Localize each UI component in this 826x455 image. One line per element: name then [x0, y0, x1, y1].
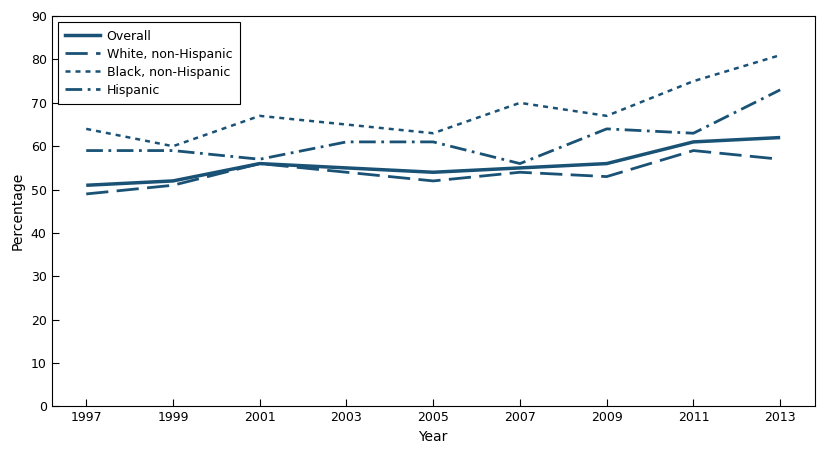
- White, non-Hispanic: [168, 182, 178, 188]
- Hispanic: [602, 126, 612, 131]
- Black, non-Hispanic: [689, 78, 699, 84]
- White, non-Hispanic: [602, 174, 612, 179]
- Black, non-Hispanic: [81, 126, 91, 131]
- Line: White, non-Hispanic: White, non-Hispanic: [86, 151, 781, 194]
- X-axis label: Year: Year: [419, 430, 448, 444]
- Black, non-Hispanic: [168, 143, 178, 149]
- Hispanic: [341, 139, 351, 145]
- Black, non-Hispanic: [515, 100, 525, 106]
- Line: Black, non-Hispanic: Black, non-Hispanic: [86, 55, 781, 146]
- Overall: [81, 182, 91, 188]
- Hispanic: [168, 148, 178, 153]
- White, non-Hispanic: [81, 191, 91, 197]
- White, non-Hispanic: [776, 157, 786, 162]
- White, non-Hispanic: [689, 148, 699, 153]
- Overall: [602, 161, 612, 167]
- White, non-Hispanic: [254, 161, 264, 167]
- Overall: [428, 170, 438, 175]
- Overall: [776, 135, 786, 140]
- White, non-Hispanic: [341, 170, 351, 175]
- Black, non-Hispanic: [341, 122, 351, 127]
- Line: Hispanic: Hispanic: [86, 90, 781, 164]
- Hispanic: [428, 139, 438, 145]
- Overall: [341, 165, 351, 171]
- White, non-Hispanic: [428, 178, 438, 184]
- Y-axis label: Percentage: Percentage: [11, 172, 25, 250]
- Legend: Overall, White, non-Hispanic, Black, non-Hispanic, Hispanic: Overall, White, non-Hispanic, Black, non…: [58, 22, 240, 104]
- Hispanic: [776, 87, 786, 92]
- Hispanic: [515, 161, 525, 167]
- Black, non-Hispanic: [602, 113, 612, 119]
- Overall: [515, 165, 525, 171]
- Overall: [689, 139, 699, 145]
- Black, non-Hispanic: [776, 52, 786, 58]
- Hispanic: [254, 157, 264, 162]
- Overall: [168, 178, 178, 184]
- Hispanic: [689, 131, 699, 136]
- Overall: [254, 161, 264, 167]
- Hispanic: [81, 148, 91, 153]
- Black, non-Hispanic: [254, 113, 264, 119]
- White, non-Hispanic: [515, 170, 525, 175]
- Black, non-Hispanic: [428, 131, 438, 136]
- Line: Overall: Overall: [86, 137, 781, 185]
